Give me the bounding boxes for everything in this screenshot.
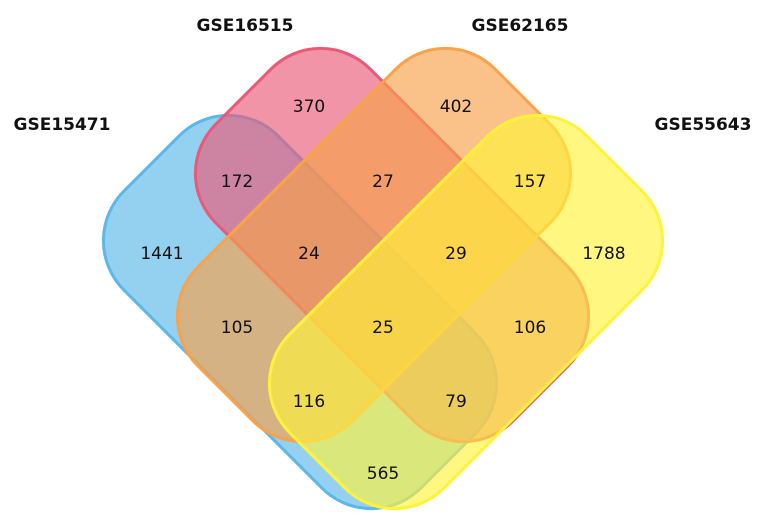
region-count: 116 [293,392,325,412]
region-count: 1441 [140,244,183,264]
region-count: 25 [372,318,394,338]
region-count: 565 [367,464,399,484]
region-count: 1788 [582,244,625,264]
region-count: 370 [293,97,325,117]
set-shape [267,113,665,511]
set-label: GSE16515 [197,16,294,36]
set-label: GSE55643 [655,115,752,135]
region-count: 172 [221,172,253,192]
region-count: 106 [514,318,546,338]
region-count: 157 [514,172,546,192]
region-count: 402 [440,97,472,117]
region-count: 24 [298,244,320,264]
set-shapes [101,46,665,511]
region-count: 105 [221,318,253,338]
region-count: 29 [445,244,467,264]
set-label: GSE62165 [472,16,569,36]
region-count: 79 [445,392,467,412]
region-count: 27 [372,172,394,192]
set-label: GSE15471 [14,115,111,135]
